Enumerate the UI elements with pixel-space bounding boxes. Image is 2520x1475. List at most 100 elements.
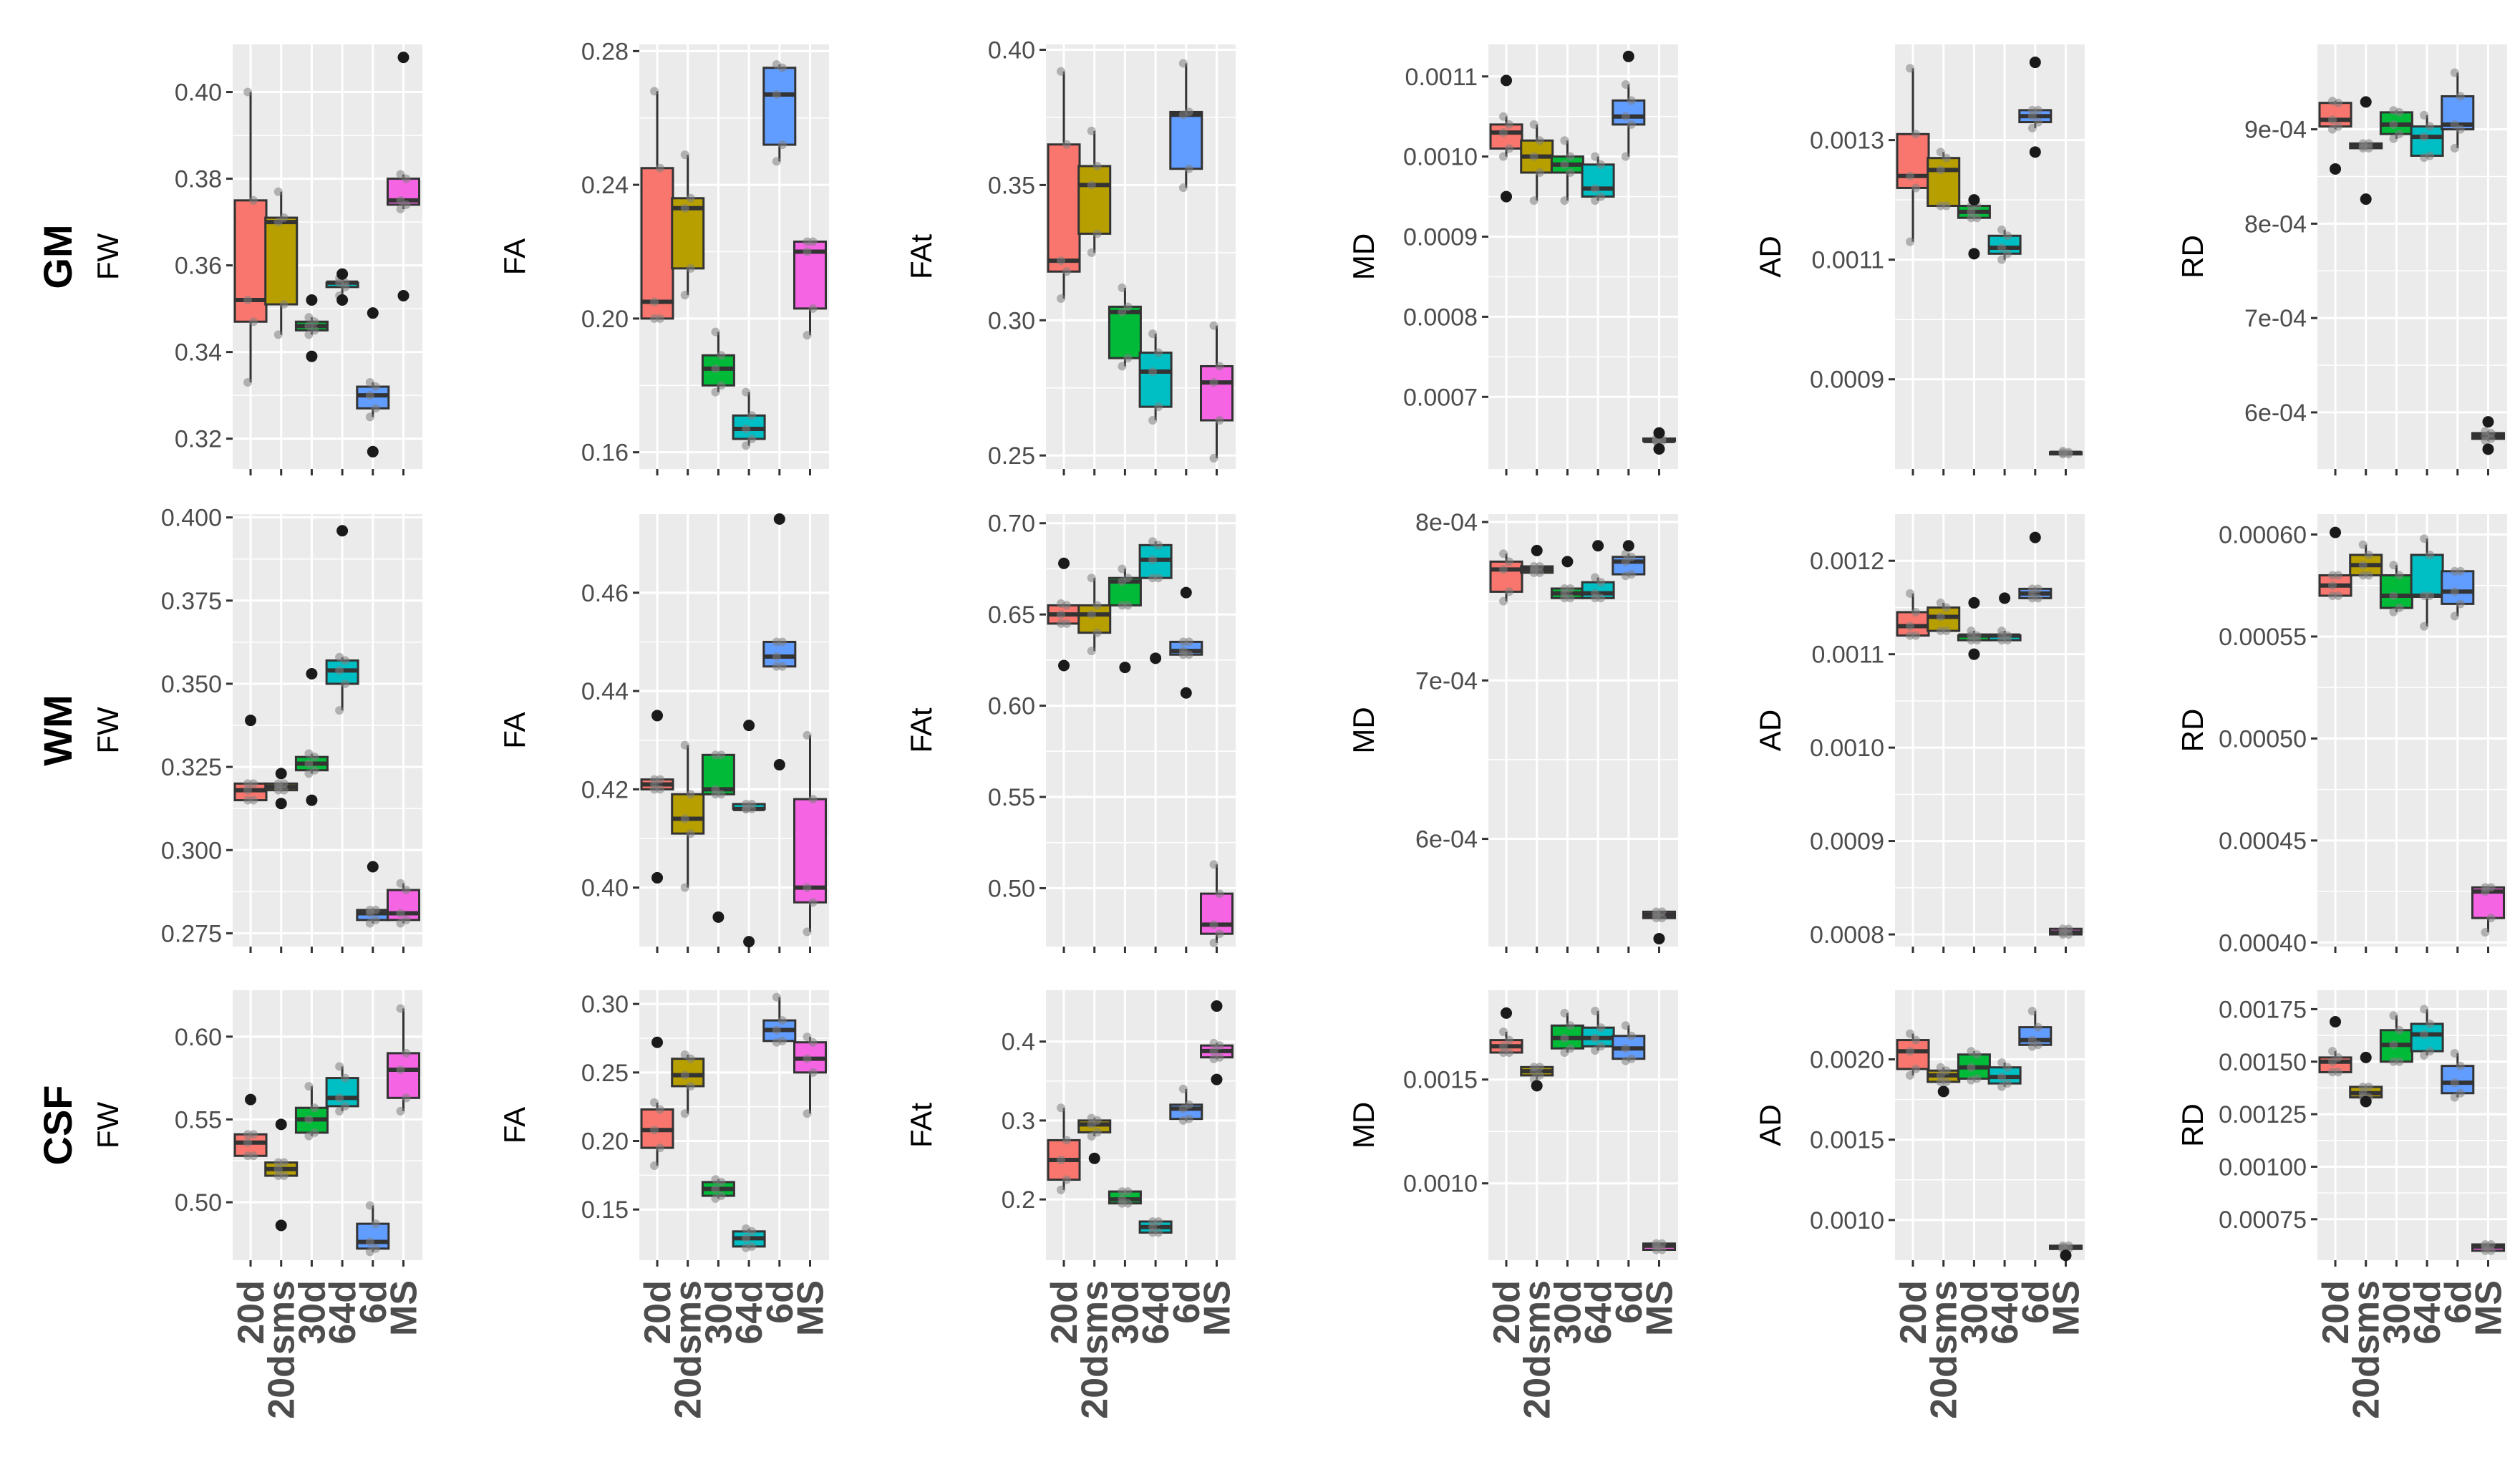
- box-body: [2410, 553, 2444, 597]
- box-20d: [2318, 1016, 2352, 1077]
- y-tick-label: 0.00175: [2219, 996, 2307, 1023]
- data-point: [2420, 1005, 2429, 1014]
- data-point: [656, 314, 665, 323]
- data-point: [243, 1130, 253, 1139]
- box-MS: [387, 52, 420, 301]
- box-20d: [640, 710, 674, 884]
- data-point: [1591, 1007, 1600, 1015]
- data-point: [1591, 573, 1600, 582]
- data-point: [1906, 237, 1915, 246]
- data-point: [1499, 1027, 1508, 1036]
- data-point: [2420, 132, 2429, 142]
- data-point: [803, 1054, 812, 1063]
- outlier-point: [1058, 557, 1070, 569]
- data-point: [656, 785, 665, 794]
- data-point: [396, 879, 405, 888]
- data-point: [2027, 1007, 2037, 1016]
- data-point: [1942, 627, 1951, 636]
- data-point: [1997, 243, 2007, 252]
- data-point: [1560, 196, 1569, 205]
- outlier-point: [1501, 1007, 1513, 1019]
- data-point: [1596, 160, 1606, 169]
- data-point: [402, 1048, 411, 1058]
- box-6d: [762, 992, 797, 1047]
- outlier-point: [1180, 687, 1192, 699]
- data-point: [2334, 122, 2343, 131]
- data-point: [2486, 914, 2496, 923]
- data-point: [396, 1004, 405, 1013]
- x-category-label: 20dsms: [1075, 1280, 1116, 1419]
- box-64d: [325, 268, 359, 306]
- data-point: [2058, 1241, 2068, 1250]
- x-category-label: 6d: [1609, 1280, 1650, 1324]
- data-point: [2358, 1088, 2368, 1098]
- data-point: [1560, 1008, 1569, 1017]
- y-tick-label: 0.40: [988, 37, 1035, 64]
- y-tick-label: 0.0009: [1810, 367, 1884, 394]
- box-6d: [2441, 1049, 2475, 1102]
- data-point: [2450, 587, 2459, 596]
- data-point: [2033, 1040, 2042, 1050]
- data-point: [808, 1068, 818, 1077]
- data-point: [2328, 1047, 2337, 1056]
- data-point: [803, 730, 812, 740]
- x-category-label: MS: [384, 1280, 425, 1336]
- y-tick-label: 0.0011: [1405, 64, 1478, 91]
- data-point: [2033, 1022, 2042, 1032]
- box-body: [1047, 143, 1081, 273]
- y-tick-label: 7e-04: [2244, 305, 2307, 332]
- box-6d: [1612, 50, 1646, 161]
- y-tick-label: 0.0010: [1810, 1207, 1884, 1234]
- y-tick-label: 0.0015: [1403, 1067, 1478, 1094]
- data-point: [2450, 1049, 2459, 1058]
- data-point: [365, 377, 374, 387]
- y-tick-label: 0.00150: [2219, 1049, 2307, 1076]
- data-point: [772, 992, 781, 1002]
- data-point: [1942, 153, 1951, 163]
- box-30d: [1108, 1187, 1142, 1208]
- box-20d: [2318, 526, 2352, 600]
- x-category-label: 20dsms: [261, 1280, 303, 1419]
- data-point: [1942, 603, 1951, 612]
- box-20dsms: [1077, 1113, 1112, 1164]
- y-tick-label: 0.350: [161, 671, 222, 698]
- panel-gm-md: 0.0007 0.0008 0.0009 0.0010 0.0011 MD: [1347, 44, 1678, 475]
- data-point: [803, 1032, 812, 1042]
- y-tick-label: 0.00050: [2219, 725, 2307, 753]
- data-point: [1178, 647, 1188, 656]
- data-point: [249, 795, 258, 805]
- data-point: [1596, 192, 1606, 201]
- box-body: [640, 167, 674, 320]
- y-tick-label: 0.0015: [1810, 1127, 1884, 1154]
- data-point: [747, 1242, 757, 1251]
- outlier-point: [1999, 592, 2011, 604]
- box-64d: [1581, 540, 1615, 603]
- y-axis-title: FAt: [904, 1103, 938, 1148]
- data-point: [1209, 378, 1218, 387]
- box-20d: [1047, 1103, 1081, 1194]
- data-point: [2003, 1079, 2012, 1088]
- data-point: [711, 327, 720, 337]
- data-point: [2328, 97, 2337, 106]
- y-tick-label: 0.55: [175, 1106, 222, 1133]
- data-point: [1148, 555, 1158, 564]
- data-point: [808, 304, 818, 313]
- data-point: [747, 434, 757, 443]
- outlier-point: [2360, 96, 2372, 108]
- x-category-label: 20d: [637, 1280, 679, 1345]
- y-axis-title: FAt: [904, 234, 938, 279]
- box-20d: [1896, 64, 1930, 246]
- y-tick-label: 0.00060: [2219, 521, 2307, 548]
- data-point: [2420, 591, 2429, 600]
- data-point: [304, 1115, 314, 1124]
- box-body: [1896, 132, 1930, 189]
- data-point: [304, 1082, 314, 1091]
- panel-wm-fat: 0.50 0.55 0.60 0.65 0.70 FAt: [904, 511, 1236, 953]
- data-point: [2358, 1082, 2368, 1091]
- box-30d: [2379, 106, 2413, 143]
- data-point: [1505, 120, 1514, 129]
- box-64d: [1987, 225, 2022, 264]
- data-point: [1092, 601, 1102, 610]
- panel-background: [1895, 990, 2085, 1260]
